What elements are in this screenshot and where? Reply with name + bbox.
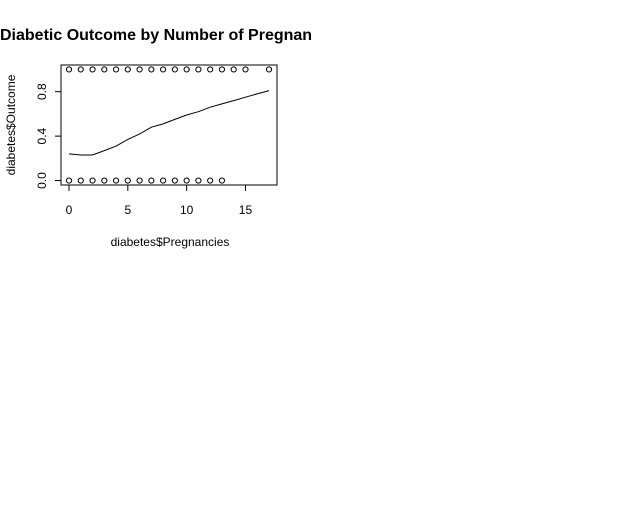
- data-point: [65, 177, 73, 184]
- data-point: [101, 177, 108, 184]
- data-point: [207, 177, 214, 184]
- x-tick-label: 5: [124, 203, 131, 217]
- data-point: [195, 177, 202, 184]
- y-tick-label: 0.4: [35, 127, 49, 144]
- data-point: [242, 66, 249, 73]
- y-tick-label: 0.8: [35, 83, 49, 100]
- x-tick-label: 10: [180, 203, 194, 217]
- data-point: [183, 66, 190, 73]
- plot-box: [60, 64, 278, 186]
- data-point: [89, 66, 96, 73]
- data-point: [171, 66, 178, 73]
- y-tick-label: 0.0: [35, 172, 49, 189]
- data-point: [171, 177, 178, 184]
- x-tick-label: 0: [66, 203, 73, 217]
- data-point: [148, 177, 155, 184]
- data-point: [112, 177, 120, 184]
- data-point: [124, 177, 131, 184]
- data-point: [148, 66, 155, 73]
- data-point: [101, 66, 108, 73]
- data-point: [65, 66, 73, 73]
- data-point: [77, 177, 84, 184]
- x-axis: 0 5 10 15: [66, 184, 253, 217]
- data-point: [124, 66, 131, 73]
- x-axis-label: diabetes$Pregnancies: [111, 235, 230, 249]
- data-point: [89, 177, 96, 184]
- data-point: [207, 66, 214, 73]
- y-axis-label: diabetes$Outcome: [4, 74, 18, 175]
- data-point: [230, 66, 237, 73]
- chart-title: Diabetic Outcome by Number of Pregnan: [0, 27, 312, 44]
- data-point: [218, 66, 226, 73]
- data-point: [160, 177, 167, 184]
- data-point: [136, 177, 143, 184]
- data-point: [183, 177, 190, 184]
- data-point: [160, 66, 167, 73]
- data-point: [265, 66, 273, 73]
- data-point: [112, 66, 120, 73]
- data-point: [195, 66, 202, 73]
- x-tick-label: 15: [239, 203, 253, 217]
- trend-line: [68, 90, 270, 156]
- data-point: [218, 177, 226, 184]
- data-point: [77, 66, 84, 73]
- series-layer: [65, 66, 273, 184]
- data-point: [136, 66, 143, 73]
- y-axis: 0.0 0.4 0.8: [35, 83, 62, 189]
